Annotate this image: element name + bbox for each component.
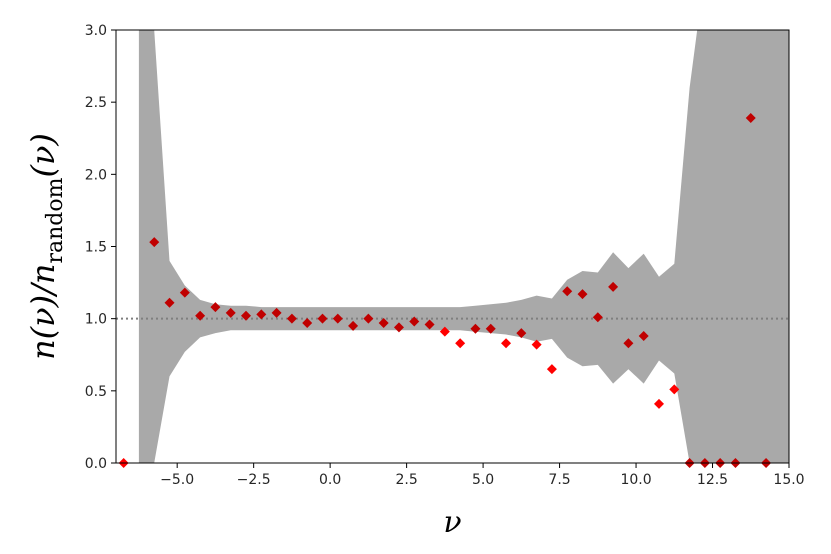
x-axis-label: ν <box>443 505 461 540</box>
y-axis: 0.0 0.5 1.0 1.5 2.0 2.5 3.0 <box>85 23 116 472</box>
x-tick-label: 2.5 <box>395 472 417 488</box>
y-tick-label: 2.5 <box>85 95 107 111</box>
data-point <box>485 323 496 334</box>
data-point <box>286 313 297 324</box>
data-point <box>210 302 221 313</box>
y-axis-label-subscript: random <box>43 177 68 263</box>
x-tick-label: 0.0 <box>319 472 341 488</box>
data-point <box>348 320 359 331</box>
data-point <box>516 328 527 339</box>
confidence-band <box>138 30 789 463</box>
y-axis-label-tail: (ν) <box>24 133 62 177</box>
data-point <box>439 326 450 337</box>
data-point <box>608 281 619 292</box>
data-point <box>562 286 573 297</box>
data-point <box>424 319 435 330</box>
x-tick-label: −5.0 <box>160 472 194 488</box>
data-point <box>470 323 481 334</box>
data-point <box>195 310 206 321</box>
x-axis: −5.0 −2.5 0.0 2.5 5.0 7.5 10.0 12.5 15.0 <box>160 463 805 488</box>
x-tick-label: 15.0 <box>773 472 804 488</box>
x-tick-label: 12.5 <box>697 472 728 488</box>
data-point <box>501 338 512 349</box>
data-point <box>149 237 160 248</box>
x-tick-label: 5.0 <box>472 472 494 488</box>
data-point <box>225 307 236 318</box>
data-point <box>531 339 542 350</box>
data-point <box>302 317 313 328</box>
data-point <box>378 317 389 328</box>
data-point <box>745 113 756 124</box>
data-point <box>271 307 282 318</box>
data-point <box>393 322 404 333</box>
x-tick-label: 10.0 <box>620 472 651 488</box>
data-point <box>317 313 328 324</box>
data-point <box>638 330 649 341</box>
y-tick-label: 1.5 <box>85 240 107 256</box>
data-point <box>332 313 343 324</box>
data-point <box>546 364 557 375</box>
data-point <box>455 338 466 349</box>
data-point <box>164 297 175 308</box>
x-tick-label: 7.5 <box>548 472 570 488</box>
data-point <box>577 289 588 300</box>
data-point <box>256 309 267 320</box>
data-points <box>118 113 772 468</box>
y-tick-label: 3.0 <box>85 23 107 39</box>
data-point <box>363 313 374 324</box>
data-point <box>179 287 190 298</box>
y-axis-label-main: n(ν)/n <box>24 264 62 360</box>
data-point <box>623 338 634 349</box>
y-axis-label: n(ν)/nrandom(ν) <box>24 133 68 360</box>
data-point <box>653 398 664 409</box>
x-tick-label: −2.5 <box>237 472 271 488</box>
y-tick-label: 1.0 <box>85 312 107 328</box>
y-tick-label: 2.0 <box>85 167 107 183</box>
data-point <box>669 384 680 395</box>
y-tick-label: 0.0 <box>85 456 107 472</box>
y-tick-label: 0.5 <box>85 384 107 400</box>
band-area <box>138 30 789 463</box>
data-point <box>592 312 603 323</box>
data-point <box>241 310 252 321</box>
data-point <box>409 316 420 327</box>
